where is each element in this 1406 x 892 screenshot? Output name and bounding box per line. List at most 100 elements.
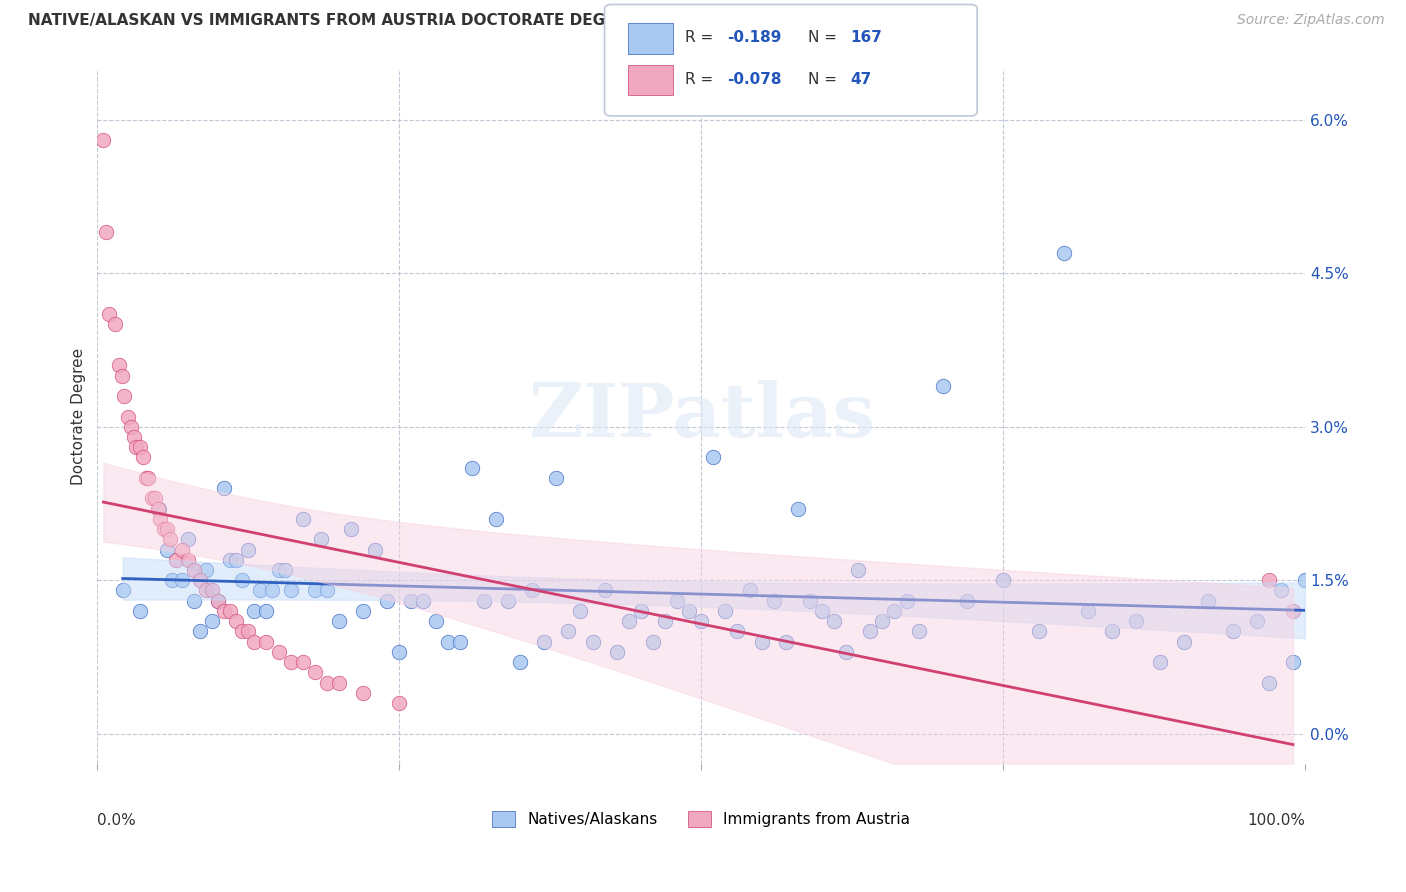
Text: 47: 47 [851,72,872,87]
Point [128,440,150,454]
Point [509,655,531,669]
Point [907,624,929,639]
Text: -0.078: -0.078 [727,72,782,87]
Point [1149,655,1171,669]
Point [557,624,579,639]
Point [1052,245,1074,260]
Point [593,583,616,598]
Point [315,583,337,598]
Point [304,665,326,680]
Point [152,522,174,536]
Point [225,614,247,628]
Point [212,481,235,495]
Point [581,634,603,648]
Point [412,593,434,607]
Point [93,133,115,147]
Point [183,593,205,607]
Point [727,624,749,639]
Point [449,634,471,648]
Point [280,655,302,669]
Point [177,533,200,547]
Point [811,604,834,618]
Point [872,614,894,628]
Point [207,593,229,607]
Text: R =: R = [685,30,718,45]
Point [472,593,495,607]
Text: N =: N = [808,30,842,45]
Point [436,634,458,648]
Point [328,614,350,628]
Point [352,686,374,700]
Point [786,501,808,516]
Point [201,614,224,628]
Point [775,634,797,648]
Point [254,604,277,618]
Point [112,389,135,403]
Point [546,471,568,485]
Point [702,450,724,465]
Point [714,604,737,618]
Point [364,542,387,557]
Point [183,563,205,577]
Point [254,634,277,648]
Point [641,634,664,648]
Point [1101,624,1123,639]
Point [207,593,229,607]
Text: R =: R = [685,72,718,87]
Point [1257,675,1279,690]
Text: NATIVE/ALASKAN VS IMMIGRANTS FROM AUSTRIA DOCTORATE DEGREE CORRELATION CHART: NATIVE/ALASKAN VS IMMIGRANTS FROM AUSTRI… [28,13,825,29]
Point [425,614,447,628]
Point [1282,655,1305,669]
Point [388,696,411,710]
Point [108,359,131,373]
Point [195,563,218,577]
Point [267,563,290,577]
Point [1028,624,1050,639]
Point [1270,583,1292,598]
Point [219,604,242,618]
Point [148,501,170,516]
Point [132,450,155,465]
Point [291,512,314,526]
Text: N =: N = [808,72,842,87]
Point [1125,614,1147,628]
Point [122,430,145,444]
Point [666,593,689,607]
Point [94,225,117,239]
Point [291,655,314,669]
Point [1257,574,1279,588]
Point [104,318,127,332]
Point [212,604,235,618]
Point [1198,593,1220,607]
Point [309,533,332,547]
Point [188,574,211,588]
Point [533,634,555,648]
Point [859,624,882,639]
Point [219,553,242,567]
Point [1282,604,1305,618]
Point [485,512,508,526]
Point [991,574,1014,588]
Point [1294,574,1316,588]
Point [762,593,785,607]
Point [243,604,266,618]
Point [304,583,326,598]
Point [170,574,193,588]
Point [146,501,169,516]
Point [1173,634,1195,648]
Point [1222,624,1244,639]
Text: 100.0%: 100.0% [1247,814,1305,828]
Point [156,542,179,557]
Point [654,614,676,628]
Point [520,583,543,598]
Point [231,624,253,639]
Point [262,583,284,598]
Point [630,604,652,618]
Point [496,593,519,607]
Point [315,675,337,690]
Point [125,440,148,454]
Point [617,614,640,628]
Point [606,645,628,659]
Point [135,471,157,485]
Point [1077,604,1099,618]
